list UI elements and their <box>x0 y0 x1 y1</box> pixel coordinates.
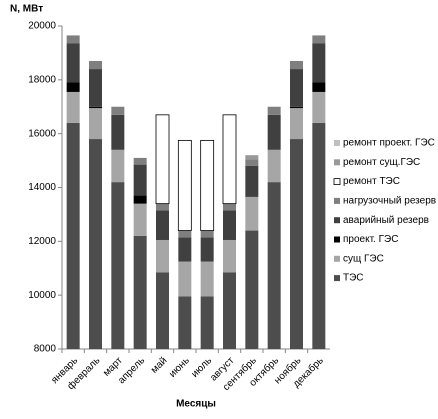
bar-segment <box>200 237 214 262</box>
bar-segment <box>111 114 125 150</box>
legend-swatch <box>334 159 340 166</box>
bar-segment <box>200 296 214 349</box>
legend-label: нагрузочный резерв <box>343 196 436 207</box>
bar-segment <box>312 43 326 83</box>
bar-segment <box>178 230 192 238</box>
bar-segment <box>89 139 102 349</box>
bar-segment <box>155 114 170 205</box>
bar-segment <box>66 43 80 83</box>
legend-swatch <box>333 178 341 186</box>
bar-segment <box>66 82 80 92</box>
bar-segment <box>312 82 326 92</box>
bar-segment <box>111 106 125 115</box>
bar-segment <box>290 108 303 140</box>
bar-segment <box>89 60 102 70</box>
bar-segment <box>245 165 259 197</box>
bar-segment <box>156 210 169 240</box>
bar-segment <box>133 235 147 349</box>
legend-label: ремонт ТЭС <box>343 176 400 187</box>
bar-segment <box>267 114 281 150</box>
bar-segment <box>200 230 214 238</box>
bar-segment <box>267 106 281 115</box>
y-axis-title: N, МВт <box>10 4 43 15</box>
bar-segment <box>177 139 192 231</box>
bar-segment <box>200 261 214 297</box>
bar-segment <box>223 203 236 211</box>
bar-segment <box>133 164 147 196</box>
y-tick-label: 20000 <box>28 21 56 32</box>
legend-label: ТЭС <box>343 273 364 284</box>
bar-segment <box>156 203 169 211</box>
x-tick-label: июнь <box>167 355 192 380</box>
bar-segment <box>245 159 259 166</box>
legend-swatch <box>334 140 340 146</box>
bar-segment <box>133 157 147 165</box>
bar-segment <box>66 35 80 44</box>
x-axis-title: Месяцы <box>176 399 216 410</box>
y-tick-label: 16000 <box>28 128 56 139</box>
bar-segment <box>312 35 326 44</box>
y-tick-label: 8000 <box>34 344 57 355</box>
bar-segment <box>312 91 326 123</box>
y-tick-label: 12000 <box>28 236 56 247</box>
bar-segment <box>66 122 80 350</box>
bar-segment <box>89 108 102 140</box>
bar-segment <box>267 149 281 183</box>
bar-segment <box>156 272 169 349</box>
bar-segment <box>290 106 303 109</box>
bar-segment <box>89 69 102 107</box>
bar-segment <box>133 203 147 236</box>
bar-segment <box>133 195 147 204</box>
y-tick-label: 14000 <box>28 182 56 193</box>
bar-segment <box>290 60 303 70</box>
legend-label: аварийный резерв <box>343 215 429 226</box>
bar-segment <box>178 296 192 349</box>
bar-segment <box>222 114 237 205</box>
legend-swatch <box>334 197 340 204</box>
y-tick-label: 18000 <box>28 74 56 85</box>
bar-segment <box>156 239 169 273</box>
legend-label: ремонт проект. ГЭС <box>343 138 435 149</box>
bar-segment <box>200 139 215 231</box>
legend-swatch <box>334 255 340 262</box>
bar-segment <box>178 237 192 262</box>
bar-segment <box>245 230 259 349</box>
bar-segment <box>312 122 326 350</box>
bar-segment <box>111 182 125 349</box>
legend-label: проект. ГЭС <box>343 234 398 245</box>
bar-segment <box>223 210 236 240</box>
bar-segment <box>245 155 259 160</box>
bar-segment <box>290 139 303 349</box>
bar-segment <box>223 272 236 349</box>
legend-swatch <box>334 236 340 243</box>
y-tick-label: 10000 <box>28 290 56 301</box>
legend-swatch <box>334 275 340 282</box>
bar-segment <box>245 196 259 231</box>
legend-label: ремонт сущ.ГЭС <box>343 157 420 168</box>
bar-segment <box>111 149 125 183</box>
bar-segment <box>66 91 80 123</box>
legend-swatch <box>334 217 340 224</box>
bar-segment <box>89 106 102 109</box>
bar-segment <box>290 69 303 107</box>
bar-segment <box>178 261 192 297</box>
bar-segment <box>223 239 236 273</box>
bar-segment <box>267 182 281 349</box>
legend-label: сущ ГЭС <box>343 253 384 264</box>
